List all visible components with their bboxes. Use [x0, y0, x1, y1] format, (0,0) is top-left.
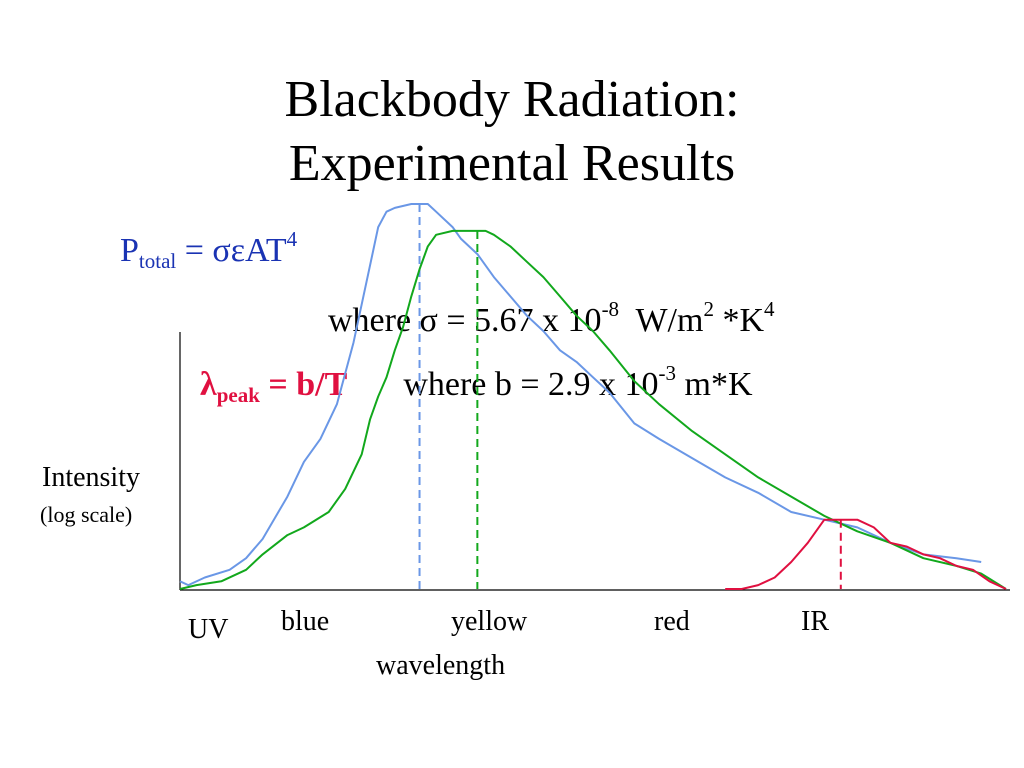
band-label-ir: IR — [801, 606, 829, 637]
x-axis-label: wavelength — [376, 650, 506, 681]
sigma-unit: W/m — [635, 302, 704, 339]
peak-subscript: peak — [216, 383, 260, 407]
sigma-unit-exponent: 2 — [703, 297, 714, 321]
power-symbol: P — [120, 232, 139, 269]
fourth-power-exponent: 4 — [286, 227, 298, 251]
title-line-1: Blackbody Radiation: — [284, 71, 740, 128]
wien-constant-exponent: -3 — [658, 361, 677, 385]
stefan-boltzmann-equation: Ptotal = σεAT4 — [120, 229, 297, 273]
sigma-unit-kelvin: *K — [713, 302, 764, 339]
wien-constant-unit: m*K — [676, 366, 753, 403]
stefan-boltzmann-rhs: = σεAT — [176, 232, 287, 269]
sigma-text: where σ = 5.67 x 10 — [328, 302, 602, 339]
wien-constant-text: where b = 2.9 x 10 — [403, 366, 659, 403]
series-green-curve — [179, 229, 1007, 590]
lambda-symbol: λ — [200, 366, 217, 403]
wien-law: λpeak = b/T — [200, 366, 348, 406]
sigma-exponent: -8 — [601, 297, 620, 321]
band-label-yellow: yellow — [451, 606, 528, 637]
series-red-curve — [725, 518, 1007, 590]
band-label-blue: blue — [281, 606, 330, 637]
series-layer — [179, 203, 1007, 590]
y-axis-label: Intensity — [42, 462, 140, 493]
total-subscript: total — [138, 249, 177, 273]
series-blue-curve — [179, 203, 982, 587]
wien-law-equation: λpeak = b/T where b = 2.9 x 10-3 m*K — [200, 363, 753, 406]
sigma-constant: where σ = 5.67 x 10-8 W/m2 *K4 — [328, 299, 775, 340]
chart-title: Blackbody Radiation: Experimental Result… — [0, 68, 1024, 196]
wien-law-rhs: = b/T — [259, 366, 348, 403]
band-label-red: red — [654, 606, 690, 637]
title-line-2: Experimental Results — [288, 135, 736, 192]
sigma-kelvin-exponent: 4 — [764, 297, 775, 321]
band-label-uv: UV — [188, 614, 229, 645]
y-axis-sublabel: (log scale) — [40, 502, 133, 527]
